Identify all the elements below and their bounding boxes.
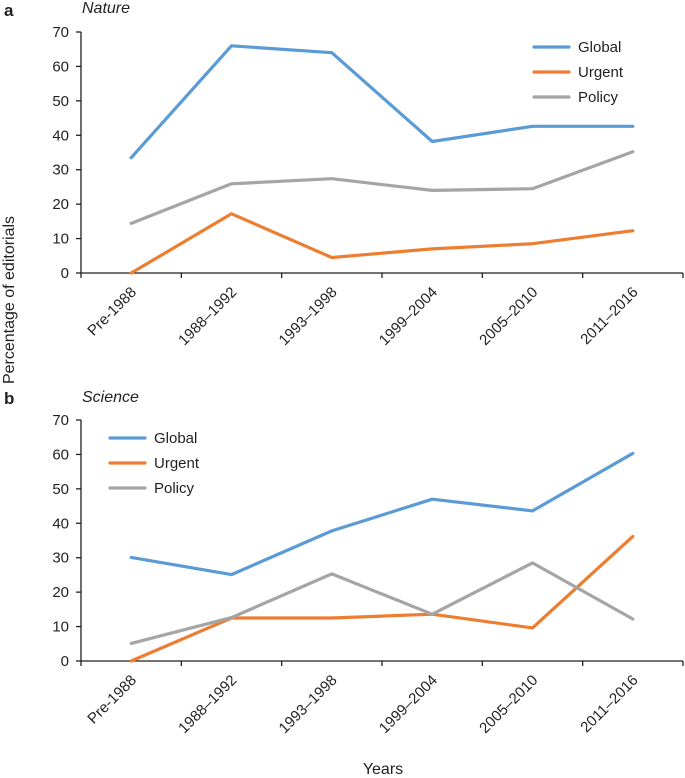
- y-tick-label: 70: [52, 412, 69, 429]
- panel-letter: b: [4, 389, 14, 408]
- series-line-urgent: [129, 212, 635, 275]
- y-tick-label: 30: [52, 162, 69, 179]
- x-tick-label: 1999–2004: [376, 672, 441, 737]
- x-axis-label: Years: [363, 761, 403, 778]
- y-tick-label: 20: [52, 584, 69, 601]
- y-axis-label: Percentage of editorials: [1, 216, 18, 384]
- y-tick-label: 0: [61, 653, 69, 670]
- y-tick-label: 40: [52, 515, 69, 532]
- legend-label-global: Global: [154, 430, 197, 447]
- series-line-urgent: [129, 534, 635, 663]
- x-tick-label: 2011–2016: [577, 284, 641, 348]
- x-tick-label: 1993–1998: [276, 284, 341, 349]
- legend-label-policy: Policy: [154, 480, 195, 497]
- legend: Global Urgent Policy: [532, 39, 624, 106]
- y-tick-label: 50: [52, 93, 69, 110]
- legend-label-urgent: Urgent: [578, 64, 624, 81]
- x-tick-label: Pre-1988: [84, 284, 140, 340]
- series-line-global: [129, 44, 635, 160]
- y-tick-label: 20: [52, 196, 69, 213]
- legend-label-global: Global: [578, 39, 621, 56]
- legend-label-policy: Policy: [578, 89, 619, 106]
- legend-label-urgent: Urgent: [154, 455, 200, 472]
- y-tick-label: 10: [52, 231, 69, 248]
- panel-title: Nature: [82, 0, 130, 17]
- x-tick-label: 1999–2004: [376, 284, 441, 349]
- panel-letter: a: [4, 1, 14, 20]
- y-tick-label: 30: [52, 550, 69, 567]
- y-tick-label: 0: [61, 265, 69, 282]
- y-tick-label: 50: [52, 481, 69, 498]
- series-line-policy: [129, 150, 635, 225]
- y-tick-label: 10: [52, 619, 69, 636]
- y-tick-label: 60: [52, 446, 69, 463]
- x-tick-label: 1988–1992: [175, 672, 240, 737]
- y-tick-label: 70: [52, 24, 69, 41]
- legend: Global Urgent Policy: [108, 430, 200, 497]
- panel-title: Science: [82, 389, 139, 406]
- chart-panel-a: a Nature 0 10 20 30 40 50 60 70 Pre-1988 1988–1992 1…: [4, 0, 684, 349]
- x-tick-label: 2011–2016: [577, 672, 641, 736]
- x-tick-label: 1993–1998: [276, 672, 341, 737]
- x-tick-label: 2005–2010: [476, 672, 541, 737]
- y-tick-label: 60: [52, 58, 69, 75]
- x-tick-label: 1988–1992: [175, 284, 240, 349]
- series-line-policy: [129, 561, 635, 646]
- series-line-global: [129, 451, 635, 577]
- x-tick-label: 2005–2010: [476, 284, 541, 349]
- x-tick-label: Pre-1988: [84, 672, 140, 728]
- chart-panel-b: b Science 0 10 20 30 40 50 60 70 Pre-1988 1988–1992…: [4, 389, 684, 737]
- y-tick-label: 40: [52, 127, 69, 144]
